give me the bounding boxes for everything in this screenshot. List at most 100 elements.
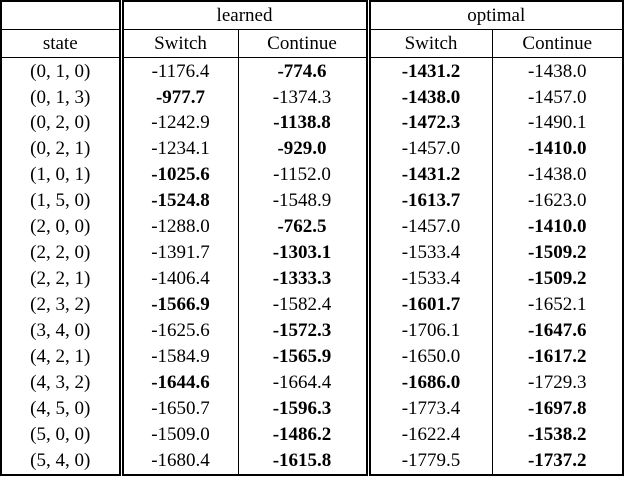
state-cell: (3, 4, 0) — [30, 320, 91, 342]
value-cell-learned-continue: -1152.0 — [237, 161, 368, 188]
value-cell-learned-switch: -1234.1 — [118, 135, 238, 162]
value-cell-optimal-switch: -1779.5 — [365, 447, 492, 475]
table-row: (4, 3, 2) -1644.6 -1664.4 -1686.0 -1729.… — [1, 369, 623, 396]
value-cell-optimal-switch: -1457.0 — [365, 135, 492, 162]
value-cell-optimal-switch: -1601.7 — [365, 291, 492, 318]
value-cell-learned-continue: -1565.9 — [237, 343, 368, 370]
state-cell: (4, 2, 1) — [30, 346, 91, 368]
table-row: (0, 1, 3) -977.7 -1374.3 -1438.0 -1457.0 — [1, 84, 623, 110]
value-cell-learned-continue: -1664.4 — [237, 369, 368, 396]
value-cell-learned-continue: -1582.4 — [237, 291, 368, 318]
group-header-learned: learned — [118, 1, 368, 30]
value-cell-learned-continue: -1548.9 — [237, 187, 368, 214]
table-row: (0, 2, 0) -1242.9 -1138.8 -1472.3 -1490.… — [1, 110, 623, 136]
value-cell-learned-continue: -929.0 — [237, 135, 368, 162]
value-cell-learned-continue: -1303.1 — [237, 239, 368, 266]
value-cell-optimal-continue: -1697.8 — [491, 395, 623, 422]
value-cell-optimal-switch: -1431.2 — [365, 161, 492, 188]
value-cell-learned-continue: -1486.2 — [237, 421, 368, 448]
value-cell-learned-switch: -977.7 — [118, 84, 238, 110]
state-cell: (4, 3, 2) — [30, 372, 91, 394]
value-cell-optimal-continue: -1538.2 — [491, 421, 623, 448]
table-row: (3, 4, 0) -1625.6 -1572.3 -1706.1 -1647.… — [1, 317, 623, 344]
value-cell-learned-switch: -1288.0 — [118, 213, 238, 240]
value-cell-optimal-continue: -1652.1 — [491, 291, 623, 318]
value-cell-optimal-switch: -1472.3 — [365, 110, 492, 136]
table-row: (2, 2, 1) -1406.4 -1333.3 -1533.4 -1509.… — [1, 265, 623, 292]
col-header-learned-continue: Continue — [237, 29, 368, 58]
value-cell-optimal-continue: -1457.0 — [491, 84, 623, 110]
value-cell-optimal-switch: -1706.1 — [365, 317, 492, 344]
table-row: (4, 5, 0) -1650.7 -1596.3 -1773.4 -1697.… — [1, 395, 623, 422]
value-cell-learned-switch: -1509.0 — [118, 421, 238, 448]
state-cell: (4, 5, 0) — [30, 398, 91, 420]
value-cell-optimal-switch: -1686.0 — [365, 369, 492, 396]
value-cell-learned-switch: -1242.9 — [118, 110, 238, 136]
value-cell-learned-continue: -1333.3 — [237, 265, 368, 292]
state-cell: (2, 2, 0) — [30, 242, 91, 264]
value-cell-learned-continue: -762.5 — [237, 213, 368, 240]
value-cell-learned-switch: -1566.9 — [118, 291, 238, 318]
value-cell-learned-switch: -1025.6 — [118, 161, 238, 188]
value-cell-optimal-continue: -1410.0 — [491, 213, 623, 240]
state-cell: (0, 2, 1) — [30, 138, 91, 160]
table-row: (5, 4, 0) -1680.4 -1615.8 -1779.5 -1737.… — [1, 447, 623, 475]
state-cell: (2, 3, 2) — [30, 294, 91, 316]
value-cell-learned-switch: -1650.7 — [118, 395, 238, 422]
col-header-state: state — [1, 29, 121, 58]
value-cell-optimal-switch: -1438.0 — [365, 84, 492, 110]
col-header-optimal-switch: Switch — [365, 29, 492, 58]
table-row: (4, 2, 1) -1584.9 -1565.9 -1650.0 -1617.… — [1, 343, 623, 370]
value-cell-learned-switch: -1406.4 — [118, 265, 238, 292]
group-header-optimal: optimal — [365, 1, 623, 30]
value-cell-optimal-continue: -1509.2 — [491, 239, 623, 266]
column-header-row: state Switch Continue Switch Continue — [1, 29, 623, 58]
state-cell: (0, 1, 3) — [30, 86, 91, 108]
table-row: (0, 2, 1) -1234.1 -929.0 -1457.0 -1410.0 — [1, 135, 623, 162]
value-cell-optimal-continue: -1623.0 — [491, 187, 623, 214]
col-header-learned-switch: Switch — [118, 29, 238, 58]
value-cell-optimal-switch: -1622.4 — [365, 421, 492, 448]
state-cell: (5, 4, 0) — [30, 450, 91, 472]
corner-cell — [1, 1, 121, 30]
value-cell-optimal-continue: -1617.2 — [491, 343, 623, 370]
value-cell-optimal-continue: -1647.6 — [491, 317, 623, 344]
group-header-row: learned optimal — [1, 1, 623, 30]
value-cell-learned-switch: -1680.4 — [118, 447, 238, 475]
value-cell-learned-switch: -1176.4 — [118, 57, 238, 85]
value-cell-learned-continue: -1138.8 — [237, 110, 368, 136]
col-header-optimal-continue: Continue — [491, 29, 623, 58]
value-cell-learned-continue: -1572.3 — [237, 317, 368, 344]
value-cell-learned-continue: -774.6 — [237, 57, 368, 85]
state-cell: (2, 0, 0) — [30, 216, 91, 238]
table-body: (0, 1, 0) -1176.4 -774.6 -1431.2 -1438.0… — [1, 57, 623, 475]
value-cell-optimal-switch: -1613.7 — [365, 187, 492, 214]
value-cell-optimal-switch: -1431.2 — [365, 57, 492, 85]
value-cell-optimal-continue: -1438.0 — [491, 161, 623, 188]
state-cell: (0, 1, 0) — [30, 60, 91, 82]
value-cell-optimal-switch: -1773.4 — [365, 395, 492, 422]
state-cell: (1, 0, 1) — [30, 164, 91, 186]
value-cell-optimal-continue: -1490.1 — [491, 110, 623, 136]
state-cell: (5, 0, 0) — [30, 424, 91, 446]
table-row: (1, 5, 0) -1524.8 -1548.9 -1613.7 -1623.… — [1, 187, 623, 214]
table-row: (2, 0, 0) -1288.0 -762.5 -1457.0 -1410.0 — [1, 213, 623, 240]
state-cell: (2, 2, 1) — [30, 268, 91, 290]
table-row: (1, 0, 1) -1025.6 -1152.0 -1431.2 -1438.… — [1, 161, 623, 188]
value-cell-optimal-continue: -1729.3 — [491, 369, 623, 396]
value-cell-optimal-continue: -1438.0 — [491, 57, 623, 85]
value-cell-learned-switch: -1625.6 — [118, 317, 238, 344]
value-cell-learned-continue: -1596.3 — [237, 395, 368, 422]
value-cell-optimal-switch: -1533.4 — [365, 265, 492, 292]
table-row: (5, 0, 0) -1509.0 -1486.2 -1622.4 -1538.… — [1, 421, 623, 448]
value-cell-learned-switch: -1524.8 — [118, 187, 238, 214]
value-cell-learned-continue: -1374.3 — [237, 84, 368, 110]
value-cell-optimal-switch: -1457.0 — [365, 213, 492, 240]
value-cell-learned-continue: -1615.8 — [237, 447, 368, 475]
value-cell-optimal-switch: -1650.0 — [365, 343, 492, 370]
value-cell-learned-switch: -1644.6 — [118, 369, 238, 396]
value-cell-optimal-continue: -1509.2 — [491, 265, 623, 292]
state-cell: (1, 5, 0) — [30, 190, 91, 212]
value-cell-learned-switch: -1584.9 — [118, 343, 238, 370]
